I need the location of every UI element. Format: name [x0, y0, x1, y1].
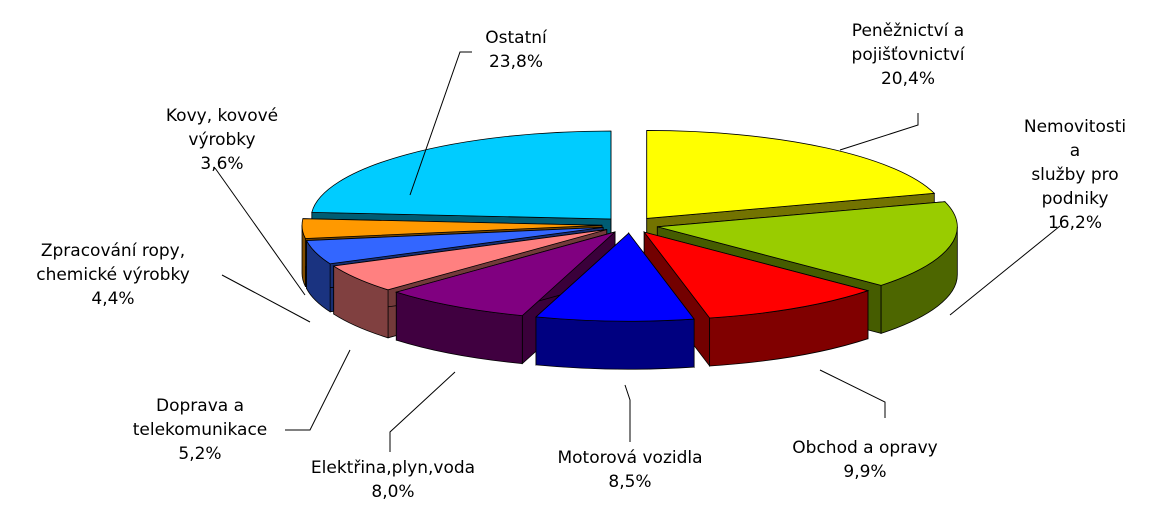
category-label: Nemovitosti a služby pro podniky: [1023, 117, 1127, 209]
value-label: 8,5%: [608, 472, 652, 492]
category-label: Motorová vozidla: [557, 448, 703, 468]
data-label: Peněžnictví a pojišťovnictví 20,4%: [852, 19, 965, 91]
leader-line: [285, 349, 351, 431]
category-label: Kovy, kovové výrobky: [165, 106, 279, 150]
value-label: 3,6%: [200, 154, 244, 174]
data-label: Zpracování ropy, chemické výrobky 4,4%: [36, 239, 190, 311]
value-label: 9,9%: [843, 462, 887, 482]
data-label: Elektřina,plyn,voda 8,0%: [311, 456, 475, 504]
slice-top: [394, 231, 616, 317]
slice-top: [646, 130, 936, 219]
slice-wall: [535, 316, 695, 370]
category-label: Doprava a telekomunikace: [132, 396, 268, 440]
category-label: Zpracování ropy, chemické výrobky: [36, 241, 190, 285]
data-label: Nemovitosti a služby pro podniky 16,2%: [1024, 115, 1126, 235]
slice-top: [643, 231, 870, 319]
value-label: 23,8%: [488, 52, 544, 72]
category-label: Ostatní: [485, 28, 547, 48]
slice-top: [305, 226, 604, 265]
leader-line: [839, 113, 919, 151]
slice-top: [301, 218, 603, 239]
leader-line: [624, 384, 631, 442]
value-label: 5,2%: [178, 444, 222, 464]
data-label: Motorová vozidla 8,5%: [557, 446, 702, 494]
category-label: Peněžnictví a pojišťovnictví: [851, 21, 965, 65]
slice-top: [535, 232, 695, 322]
value-label: 16,2%: [1047, 213, 1103, 233]
slice-top: [332, 229, 607, 291]
category-label: Obchod a opravy: [792, 438, 938, 458]
leader-line: [409, 51, 472, 196]
value-label: 8,0%: [371, 482, 415, 502]
value-label: 4,4%: [91, 289, 135, 309]
data-label: Ostatní 23,8%: [485, 26, 546, 74]
leader-line: [214, 167, 306, 296]
value-label: 20,4%: [880, 69, 936, 89]
slice-top: [657, 201, 958, 286]
leader-line: [819, 369, 886, 418]
data-label: Obchod a opravy 9,9%: [792, 436, 937, 484]
data-label: Doprava a telekomunikace 5,2%: [133, 394, 268, 466]
leader-line: [949, 225, 1061, 316]
leader-line: [221, 274, 311, 323]
data-label: Kovy, kovové výrobky 3,6%: [166, 104, 278, 176]
slice: [535, 232, 695, 370]
leader-line: [389, 371, 456, 452]
category-label: Elektřina,plyn,voda: [310, 458, 476, 478]
slice-top: [311, 130, 612, 220]
